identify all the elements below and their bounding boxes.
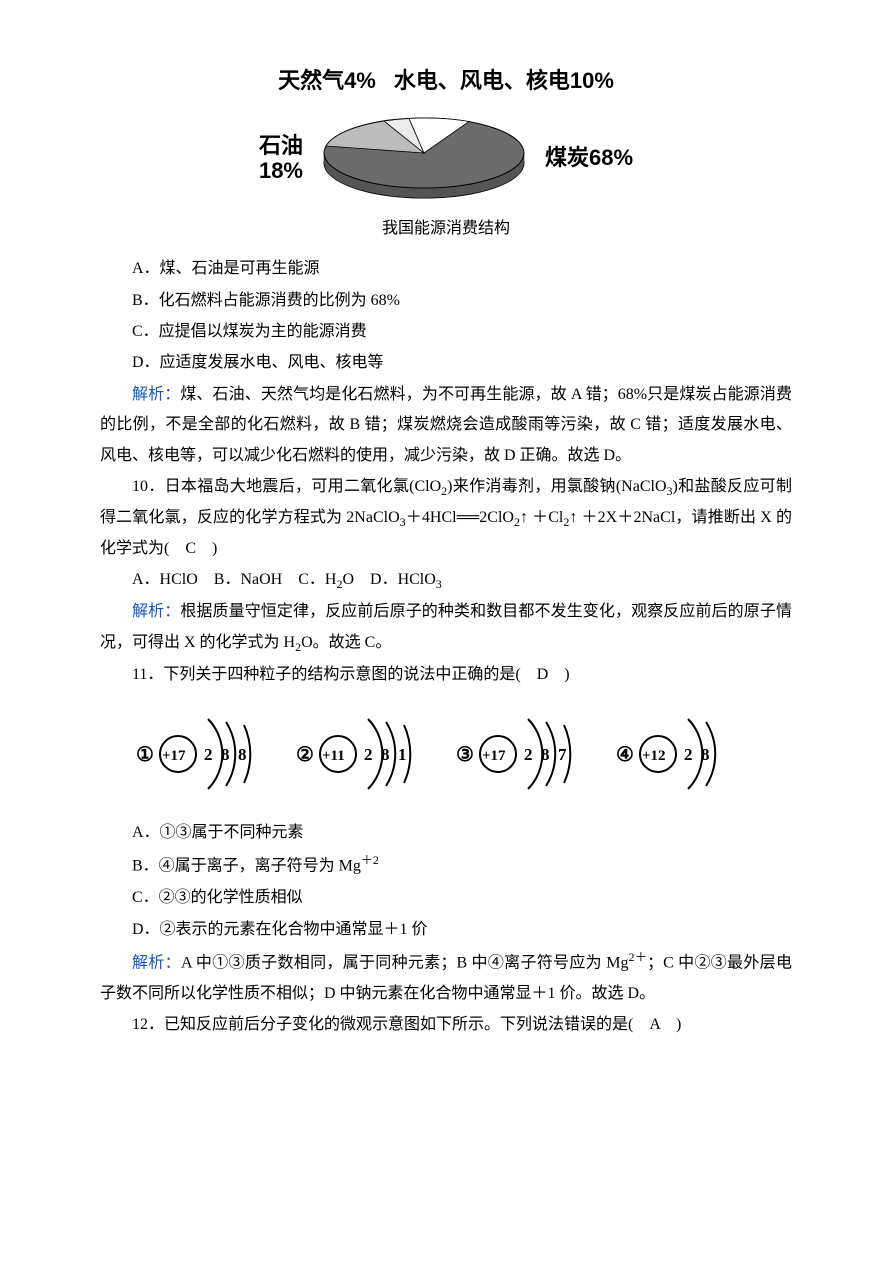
svg-text:+11: +11 <box>322 748 345 764</box>
svg-text:7: 7 <box>558 745 567 764</box>
pie-label-gas: 天然气4% <box>278 60 376 102</box>
svg-text:③: ③ <box>456 744 474 766</box>
q11-analysis: 解析：A 中①③质子数相同，属于同种元素；B 中④离子符号应为 Mg2＋；C 中… <box>100 946 792 1009</box>
q11-stem: 11．下列关于四种粒子的结构示意图的说法中正确的是( D ) <box>100 660 792 690</box>
atom-diagrams: ① +17 2 8 8 ② +11 2 8 1 ③ +17 <box>100 704 792 804</box>
q9-option-c: C．应提倡以煤炭为主的能源消费 <box>100 317 792 347</box>
svg-text:8: 8 <box>541 745 550 764</box>
svg-text:+12: +12 <box>642 748 666 764</box>
q11-option-c: C．②③的化学性质相似 <box>100 883 792 913</box>
svg-text:1: 1 <box>398 745 407 764</box>
atom-svg: ① +17 2 8 8 ② +11 2 8 1 ③ +17 <box>126 704 766 804</box>
atom-1: ① +17 2 8 8 <box>136 719 250 789</box>
q11-b-a: B．④属于离子，离子符号为 Mg <box>132 858 361 875</box>
pie-label-oil: 石油 18% <box>259 133 303 184</box>
pie-label-coal: 煤炭68% <box>545 137 633 179</box>
svg-text:+17: +17 <box>162 748 186 764</box>
atom-3: ③ +17 2 8 7 <box>456 719 570 789</box>
pie-caption: 我国能源消费结构 <box>100 214 792 244</box>
svg-text:8: 8 <box>238 745 247 764</box>
pie-svg <box>309 108 539 208</box>
svg-text:④: ④ <box>616 744 634 766</box>
pie-label-other: 水电、风电、核电10% <box>394 60 614 102</box>
q11-an-a: A 中①③质子数相同，属于同种元素；B 中④离子符号应为 Mg <box>181 954 629 971</box>
analysis-label-10: 解析： <box>132 603 180 620</box>
q11-option-b: B．④属于离子，离子符号为 Mg＋2 <box>100 849 792 882</box>
q10-options: A．HClO B．NaOH C．H2O D．HClO3 <box>100 565 792 596</box>
sup-2plus: 2＋ <box>629 950 648 964</box>
q10-stem-d: ＋4HCl══2ClO <box>406 509 514 526</box>
svg-text:①: ① <box>136 744 154 766</box>
svg-text:2: 2 <box>524 745 533 764</box>
svg-text:8: 8 <box>381 745 390 764</box>
svg-text:+17: +17 <box>482 748 506 764</box>
pie-oil-name: 石油 <box>259 133 303 158</box>
pie-row: 石油 18% 煤炭68% <box>259 108 633 208</box>
q11-option-d: D．②表示的元素在化合物中通常显＋1 价 <box>100 915 792 945</box>
svg-text:8: 8 <box>221 745 230 764</box>
q10-analysis: 解析：根据质量守恒定律，反应前后原子的种类和数目都不发生变化，观察反应前后的原子… <box>100 597 792 658</box>
q9-option-a: A．煤、石油是可再生能源 <box>100 254 792 284</box>
q12-stem: 12．已知反应前后分子变化的微观示意图如下所示。下列说法错误的是( A ) <box>100 1010 792 1040</box>
pie-oil-pct: 18% <box>259 158 303 183</box>
q9-analysis: 解析：煤、石油、天然气均是化石燃料，为不可再生能源，故 A 错；68%只是煤炭占… <box>100 380 792 471</box>
svg-text:2: 2 <box>364 745 373 764</box>
q9-analysis-text: 煤、石油、天然气均是化石燃料，为不可再生能源，故 A 错；68%只是煤炭占能源消… <box>100 386 792 464</box>
q10-stem-b: )来作消毒剂，用氯酸钠(NaClO <box>447 478 666 495</box>
q10-an-a: 根据质量守恒定律，反应前后原子的种类和数目都不发生变化，观察反应前后的原子情况，… <box>100 603 792 650</box>
svg-text:2: 2 <box>684 745 693 764</box>
svg-text:8: 8 <box>701 745 710 764</box>
q10-opt-a: A．HClO B．NaOH C．H <box>132 571 336 588</box>
atom-4: ④ +12 2 8 <box>616 719 715 789</box>
pie-top-labels: 天然气4% 水电、风电、核电10% <box>278 60 614 102</box>
analysis-label-11: 解析： <box>132 954 181 971</box>
q9-option-b: B．化石燃料占能源消费的比例为 68% <box>100 286 792 316</box>
q9-option-d: D．应适度发展水电、风电、核电等 <box>100 348 792 378</box>
sup-plus2: ＋2 <box>361 853 379 867</box>
atom-2: ② +11 2 8 1 <box>296 719 410 789</box>
q10-stem-a: 10．日本福岛大地震后，可用二氧化氯(ClO <box>132 478 441 495</box>
analysis-label: 解析： <box>132 386 180 403</box>
q11-option-a: A．①③属于不同种元素 <box>100 818 792 848</box>
sub-3c: 3 <box>436 577 442 591</box>
q10-stem-e: ↑ ＋Cl <box>520 509 563 526</box>
q10-an-b: O。故选 C。 <box>301 634 391 651</box>
svg-text:②: ② <box>296 744 314 766</box>
pie-chart: 天然气4% 水电、风电、核电10% 石油 18% 煤炭68% <box>100 60 792 208</box>
svg-text:2: 2 <box>204 745 213 764</box>
q10-stem: 10．日本福岛大地震后，可用二氧化氯(ClO2)来作消毒剂，用氯酸钠(NaClO… <box>100 472 792 564</box>
q10-opt-b: O D．HClO <box>342 571 435 588</box>
